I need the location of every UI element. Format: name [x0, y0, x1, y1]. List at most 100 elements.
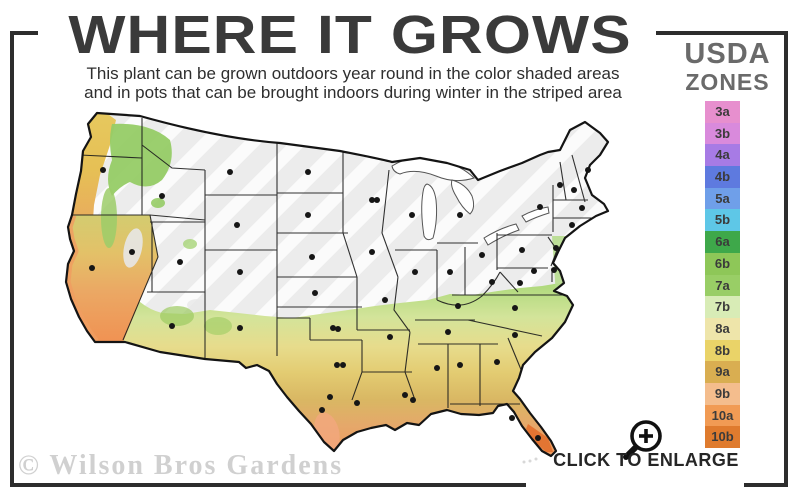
arizona-green-patch-2 [204, 317, 232, 335]
click-to-enlarge-label[interactable]: CLICK TO ENLARGE [553, 450, 739, 470]
city-dot [569, 222, 575, 228]
legend-zone-3a: 3a [705, 101, 740, 123]
city-dots-layer [89, 167, 591, 441]
city-dot [340, 362, 346, 368]
city-dot [455, 303, 461, 309]
lake-michigan [421, 183, 438, 241]
page-subtitle: This plant can be grown outdoors year ro… [0, 64, 706, 102]
city-dot [412, 269, 418, 275]
legend-zone-7a: 7a [705, 274, 740, 297]
legend-title-zones: ZONES [685, 69, 770, 95]
city-dot [445, 329, 451, 335]
city-dot [369, 249, 375, 255]
city-dot [327, 394, 333, 400]
city-dot [129, 249, 135, 255]
frame-border-bottom-right [744, 483, 788, 487]
arizona-green-patch-1 [160, 306, 194, 326]
city-dot [410, 397, 416, 403]
lake-huron [451, 179, 475, 215]
idaho-green-patch [151, 198, 165, 208]
city-dot [519, 247, 525, 253]
frame-border-top-left [10, 31, 38, 35]
legend-zone-7b: 7b [705, 296, 740, 318]
city-dot [309, 254, 315, 260]
city-dot [402, 392, 408, 398]
city-dot [553, 245, 559, 251]
legend-zone-9b: 9b [705, 382, 740, 405]
page-title: WHERE IT GROWS [68, 5, 632, 65]
legend-zone-4b: 4b [705, 166, 740, 188]
city-dot [457, 212, 463, 218]
city-dot [537, 204, 543, 210]
legend-zone-5b: 5b [705, 209, 740, 232]
city-dot [169, 323, 175, 329]
city-dot [237, 269, 243, 275]
city-dot [571, 187, 577, 193]
zoom-in-icon[interactable] [620, 414, 670, 464]
frame-border-left [10, 31, 14, 487]
legend-zone-10b: 10b [705, 426, 740, 448]
city-dot [579, 205, 585, 211]
city-dot [479, 252, 485, 258]
city-dot [305, 169, 311, 175]
city-dot [447, 269, 453, 275]
city-dot [387, 334, 393, 340]
city-dot [369, 197, 375, 203]
city-dot [227, 169, 233, 175]
state-boundaries [72, 118, 598, 408]
subtitle-line-1: This plant can be grown outdoors year ro… [86, 64, 620, 83]
city-dot [319, 407, 325, 413]
city-dot [531, 268, 537, 274]
florida-keys [522, 457, 538, 464]
legend-zone-6a: 6a [705, 231, 740, 253]
city-dot [237, 325, 243, 331]
city-dot [535, 435, 541, 441]
city-dot [551, 267, 557, 273]
sierra-gray-patch [123, 228, 143, 268]
legend-zone-9a: 9a [705, 361, 740, 383]
legend-title: USDA ZONES [660, 40, 795, 94]
city-dot [434, 365, 440, 371]
city-dot [557, 182, 563, 188]
city-dot [382, 297, 388, 303]
legend-zone-3b: 3b [705, 122, 740, 145]
city-dot [585, 167, 591, 173]
city-dot [335, 326, 341, 332]
legend-zone-6b: 6b [705, 252, 740, 275]
frame-border-bottom-left [10, 483, 526, 487]
legend-zone-list: 3a 3b 4a 4b 5a 5b 6a 6b 7a 7b 8a 8b 9a 9b 10a 10b [705, 101, 740, 448]
city-dot [330, 325, 336, 331]
city-dot [494, 359, 500, 365]
legend-zone-5a: 5a [705, 187, 740, 210]
us-outline [64, 111, 610, 458]
city-dot [457, 362, 463, 368]
utah-green-patch [183, 239, 197, 249]
city-dot [305, 212, 311, 218]
city-dot [409, 212, 415, 218]
city-dot [509, 415, 515, 421]
oregon-cascades-green [101, 188, 117, 248]
city-dot [89, 265, 95, 271]
arizona-gray-patch [187, 299, 207, 311]
legend-zone-8b: 8b [705, 339, 740, 362]
city-dot [512, 332, 518, 338]
city-dot [159, 193, 165, 199]
legend-zone-8a: 8a [705, 317, 740, 340]
city-dot [177, 259, 183, 265]
pacific-northwest-green [108, 123, 172, 196]
legend-zone-4a: 4a [705, 144, 740, 167]
legend-zone-10a: 10a [705, 404, 740, 427]
lake-ontario [521, 206, 550, 223]
legend-title-usda: USDA [684, 38, 771, 70]
city-dot [489, 279, 495, 285]
city-dot [334, 362, 340, 368]
city-dot [512, 305, 518, 311]
frame-border-top-right [656, 31, 788, 35]
city-dot [354, 400, 360, 406]
city-dot [100, 167, 106, 173]
subtitle-line-2: and in pots that can be brought indoors … [84, 83, 622, 102]
watermark: © Wilson Bros Gardens [18, 450, 344, 481]
city-dot [312, 290, 318, 296]
usda-zone-map[interactable] [30, 95, 680, 485]
